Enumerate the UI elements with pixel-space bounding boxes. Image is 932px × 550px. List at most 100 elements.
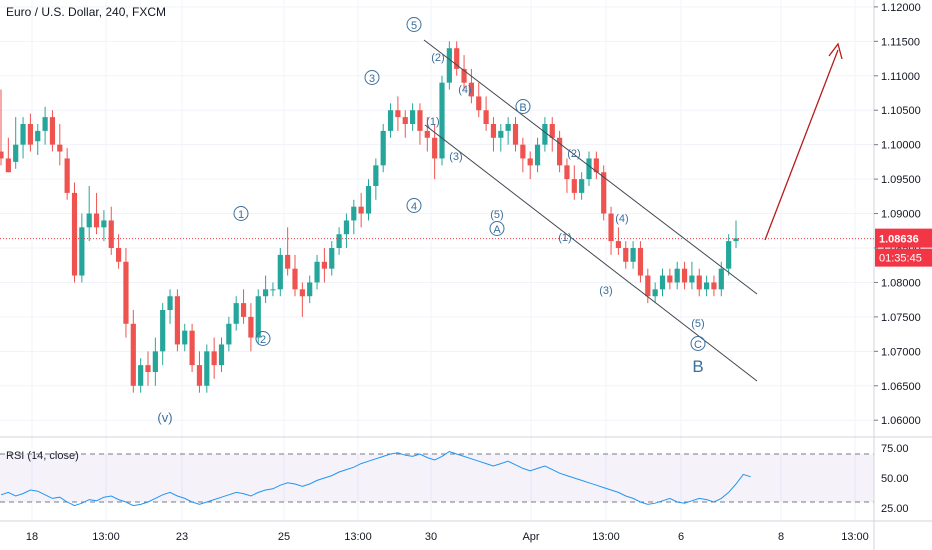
candle-body <box>182 330 188 345</box>
candle-body <box>248 316 254 338</box>
candle-body <box>571 179 577 193</box>
candle-body <box>402 117 408 124</box>
candle-body <box>226 323 232 345</box>
candle-body <box>160 310 166 352</box>
candle-body <box>299 289 305 297</box>
price-tick-label: 1.07500 <box>881 312 921 324</box>
candle-body <box>387 110 394 131</box>
candle-body <box>410 110 416 124</box>
candle-body <box>343 220 350 235</box>
time-tick-label: 8 <box>778 531 784 543</box>
candle-body <box>432 137 438 159</box>
candle-body <box>57 144 63 152</box>
candle-body <box>542 124 548 145</box>
price-tick-label: 1.10000 <box>881 140 921 152</box>
wave-label-circle <box>233 206 249 221</box>
candle-body <box>5 158 11 173</box>
candles <box>0 41 739 393</box>
candle-body <box>93 213 100 228</box>
candle-body <box>667 275 673 283</box>
time-tick-label: 13:00 <box>592 531 620 543</box>
candle-body <box>20 124 26 145</box>
rsi-line <box>0 451 751 507</box>
candle-body <box>681 268 688 283</box>
candle-body <box>329 248 335 269</box>
wave-label: (5) <box>490 209 503 221</box>
candle-body <box>64 158 70 193</box>
candle-body <box>277 254 283 290</box>
candle-body <box>446 48 452 83</box>
candle-body <box>476 96 482 111</box>
wave-label-circle <box>364 70 380 85</box>
wave-label-circle <box>406 198 422 213</box>
candle-body <box>557 137 563 166</box>
candle-body <box>505 124 511 131</box>
price-tick-label: 1.09500 <box>881 174 921 186</box>
candle-body <box>130 323 136 386</box>
candle-body <box>101 220 107 228</box>
time-tick-label: 6 <box>678 531 684 543</box>
candle-body <box>189 330 195 366</box>
candle-body <box>0 151 4 159</box>
wave-label: 1 <box>238 209 244 221</box>
wave-label-circle <box>255 331 271 346</box>
price-tick-label: 1.06500 <box>881 381 921 393</box>
candle-body <box>292 268 298 290</box>
candle-body <box>108 220 114 248</box>
candle-body <box>49 117 56 145</box>
wave-label-circle <box>690 336 706 351</box>
wave-labels: (v) 1 2 3 4 5 (1) (2) (3) (4) (5) A B (1) (2) (3) (4) (5)… <box>157 17 706 425</box>
candle-body <box>726 241 732 269</box>
candle-body <box>711 282 717 290</box>
candle-body <box>498 130 504 138</box>
candle-body <box>285 254 291 269</box>
rsi-tick-label: 50.00 <box>881 473 909 485</box>
candle-body <box>733 238 739 242</box>
wave-label: (1) <box>426 116 439 128</box>
wave-label: 4 <box>411 201 417 213</box>
time-tick-label: 13:00 <box>841 531 869 543</box>
price-axis: 1.12000 1.11500 1.11000 1.10500 1.10000 1.095… <box>874 2 921 427</box>
rsi-band-fill <box>0 454 874 502</box>
price-tick-label: 1.08000 <box>881 277 921 289</box>
candle-body <box>123 261 129 324</box>
candle-body <box>71 192 78 276</box>
candle-body <box>358 206 364 214</box>
price-tick-label: 1.07000 <box>881 346 921 358</box>
candle-body <box>307 282 313 297</box>
candle-body <box>270 289 276 291</box>
candle-body <box>365 186 372 214</box>
candle-body <box>233 303 239 324</box>
candle-body <box>512 124 519 145</box>
candle-body <box>623 248 629 262</box>
candle-body <box>718 268 724 290</box>
candle-body <box>696 275 702 290</box>
candle-body <box>549 124 555 138</box>
wave-label: (2) <box>431 52 444 64</box>
current-price-box <box>875 228 932 248</box>
wave-label: B <box>519 102 526 114</box>
candle-body <box>534 144 541 166</box>
candle-body <box>395 110 401 118</box>
candle-body <box>116 248 122 262</box>
candle-body <box>373 165 379 186</box>
wave-label: (5) <box>691 318 704 330</box>
candle-body <box>255 296 261 338</box>
candle-body <box>240 303 247 317</box>
rsi-tick-label: 75.00 <box>881 443 909 455</box>
candle-body <box>564 165 570 180</box>
projection-arrow-line <box>764 49 839 241</box>
candle-body <box>138 365 144 386</box>
wave-label-circle <box>515 99 531 114</box>
candle-body <box>263 289 269 297</box>
wave-label: A <box>493 224 501 236</box>
wave-label: C <box>694 339 702 351</box>
candle-body <box>520 144 526 159</box>
candle-body <box>196 365 203 386</box>
wave-label: (2) <box>567 148 580 160</box>
candle-body <box>586 158 592 180</box>
time-tick-label: 30 <box>425 531 437 543</box>
candle-body <box>211 351 217 366</box>
time-tick-label: Apr <box>522 531 539 543</box>
